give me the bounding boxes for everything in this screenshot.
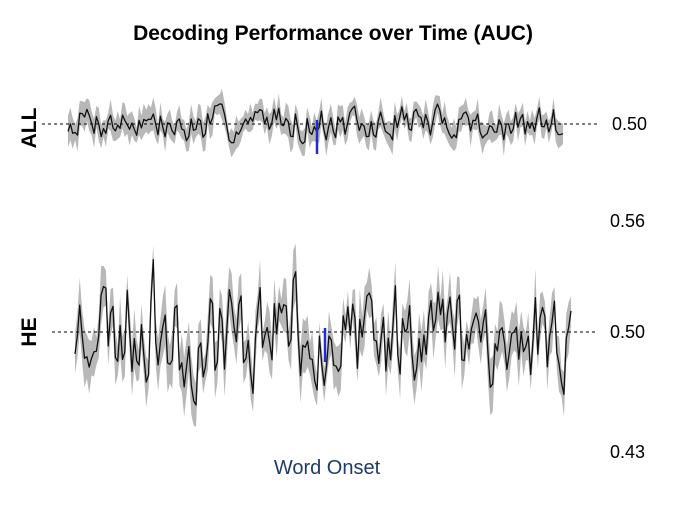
- panel-all: ALL 0.50: [18, 89, 647, 158]
- auc-trace-all: [67, 103, 564, 145]
- chart-title: Decoding Performance over Time (AUC): [133, 22, 533, 45]
- error-band-he: [75, 243, 571, 427]
- word-onset-label: Word Onset: [274, 457, 381, 479]
- panel-label-all: ALL: [18, 107, 41, 148]
- ytick-all-050: 0.50: [612, 114, 647, 134]
- ytick-he-050: 0.50: [610, 322, 645, 342]
- ytick-he-056: 0.56: [610, 211, 645, 231]
- error-band-all: [68, 89, 563, 158]
- auc-trace-he: [74, 258, 572, 406]
- panel-label-he: HE: [18, 317, 41, 346]
- ytick-he-043: 0.43: [610, 442, 645, 462]
- panel-he: HE 0.56 0.50 0.43: [18, 211, 645, 462]
